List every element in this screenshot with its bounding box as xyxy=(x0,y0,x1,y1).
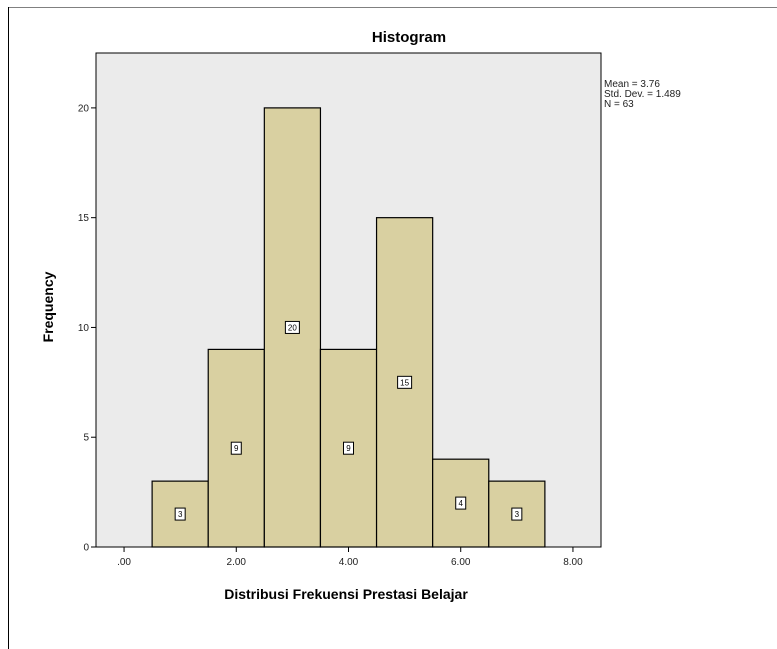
histogram-chart: Histogram 3 9 20 9 15 4 3 0 5 10 15 20 .00 2.00 4.00… xyxy=(8,7,777,649)
bar-labels-group: 3 9 20 9 15 4 3 xyxy=(174,320,523,521)
y-axis: 0 5 10 15 20 xyxy=(78,103,96,554)
stats-line-3: N = 63 xyxy=(604,99,634,110)
bar-value-label-box-7 xyxy=(511,507,523,521)
bar-value-label-6: 4 xyxy=(458,499,463,508)
x-tick-label: 6.00 xyxy=(451,557,471,568)
x-axis: .00 2.00 4.00 6.00 8.00 xyxy=(117,547,583,568)
bar-value-label-box-6 xyxy=(455,496,467,510)
x-axis-title: Distribusi Frekuensi Prestasi Belajar xyxy=(224,586,468,602)
bar-value-label-box-1 xyxy=(174,507,186,521)
stats-line-1: Mean = 3.76 xyxy=(604,79,660,90)
stats-line-2: Std. Dev. = 1.489 xyxy=(604,89,681,100)
bar-value-label-box-3 xyxy=(284,320,300,334)
bar-value-label-box-4 xyxy=(343,441,354,455)
bar-value-label-7: 3 xyxy=(515,510,520,519)
y-tick-label: 15 xyxy=(78,213,90,224)
y-axis-title: Frequency xyxy=(40,271,56,342)
bar-value-label-box-2 xyxy=(230,441,242,455)
x-tick-label: 8.00 xyxy=(563,557,583,568)
bar-value-label-2: 9 xyxy=(234,444,239,453)
chart-title: Histogram xyxy=(372,29,446,46)
bar-value-label-5: 15 xyxy=(400,378,409,387)
x-tick-label: 4.00 xyxy=(339,557,359,568)
y-tick-label: 5 xyxy=(83,433,89,444)
bar-value-label-1: 3 xyxy=(178,510,183,519)
bar-value-label-3: 20 xyxy=(288,323,297,332)
x-tick-label: 2.00 xyxy=(227,557,247,568)
y-tick-label: 10 xyxy=(78,323,90,334)
bar-value-label-box-5 xyxy=(397,375,413,389)
y-tick-label: 0 xyxy=(83,543,89,554)
y-tick-label: 20 xyxy=(78,103,90,114)
chart-frame: Histogram 3 9 20 9 15 4 3 0 5 10 15 20 .00 2.00 4.00… xyxy=(8,7,777,649)
x-tick-label: .00 xyxy=(117,557,131,568)
bar-value-label-4: 9 xyxy=(346,444,351,453)
